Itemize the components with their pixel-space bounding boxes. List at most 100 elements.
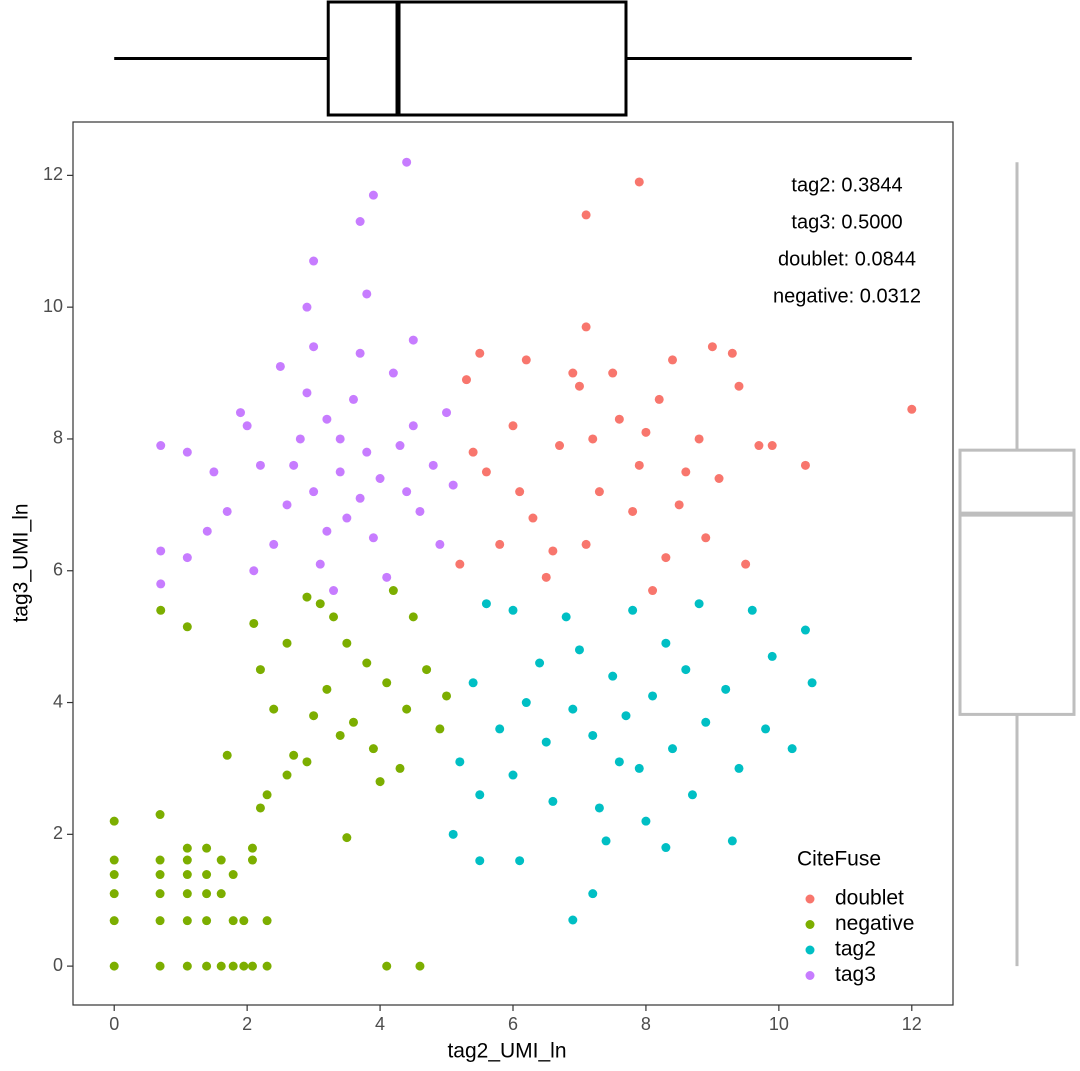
point [727, 836, 737, 846]
point [342, 513, 352, 523]
point [581, 210, 591, 220]
point [182, 961, 192, 971]
point [315, 559, 325, 569]
point [581, 322, 591, 332]
point [309, 256, 319, 266]
point [648, 586, 658, 596]
point [734, 763, 744, 773]
point [402, 704, 412, 714]
point [508, 770, 518, 780]
point [455, 559, 465, 569]
point [681, 467, 691, 477]
point [155, 961, 165, 971]
point [388, 368, 398, 378]
box [958, 448, 1076, 716]
point [282, 770, 292, 780]
point [634, 177, 644, 187]
x-tick-label: 0 [109, 1014, 119, 1034]
point [588, 730, 598, 740]
point [216, 889, 226, 899]
point [641, 816, 651, 826]
point [568, 704, 578, 714]
point [342, 833, 352, 843]
point [109, 961, 119, 971]
point [448, 829, 458, 839]
point [202, 870, 212, 880]
box [326, 0, 628, 117]
point [634, 460, 644, 470]
point [289, 460, 299, 470]
point [109, 816, 119, 826]
point [255, 803, 265, 813]
point [574, 381, 584, 391]
point [202, 916, 212, 926]
point [588, 434, 598, 444]
legend-marker [805, 920, 815, 929]
point [182, 447, 192, 457]
point [362, 658, 372, 668]
point [375, 473, 385, 483]
x-axis-title: tag2_UMI_ln [447, 1040, 566, 1063]
point [641, 427, 651, 437]
point [368, 744, 378, 754]
point [302, 388, 312, 398]
point [335, 434, 345, 444]
point [521, 698, 531, 708]
x-tick-label: 10 [769, 1014, 789, 1034]
point [242, 421, 252, 431]
point [228, 961, 238, 971]
point [628, 506, 638, 516]
point [335, 730, 345, 740]
point [442, 408, 452, 418]
point [800, 460, 810, 470]
point [109, 889, 119, 899]
point [694, 599, 704, 609]
point [228, 870, 238, 880]
point [415, 961, 425, 971]
point [621, 711, 631, 721]
point [402, 157, 412, 167]
point [247, 961, 257, 971]
point [182, 855, 192, 865]
point [661, 843, 671, 853]
point [362, 289, 372, 299]
point [907, 404, 917, 414]
legend-marker [805, 945, 815, 955]
legend-marker [805, 894, 815, 904]
point [508, 605, 518, 615]
point [555, 441, 565, 451]
point [329, 586, 339, 596]
point [275, 361, 285, 371]
point [481, 467, 491, 477]
annotation: tag3: 0.5000 [791, 211, 902, 233]
point [382, 961, 392, 971]
point [628, 605, 638, 615]
point [382, 572, 392, 582]
point [315, 599, 325, 609]
point [348, 394, 358, 404]
point [701, 533, 711, 543]
point [594, 487, 604, 497]
point [508, 421, 518, 431]
point [156, 605, 166, 615]
point [309, 342, 319, 352]
point [262, 961, 272, 971]
point [368, 190, 378, 200]
point [581, 539, 591, 549]
point [422, 665, 432, 675]
point [475, 790, 485, 800]
point [247, 843, 257, 853]
point [375, 777, 385, 787]
point [249, 566, 259, 576]
plot-frame [72, 121, 954, 1006]
point [262, 916, 272, 926]
y-tick-label: 6 [53, 559, 63, 579]
point [109, 870, 119, 880]
point [747, 605, 757, 615]
point [495, 539, 505, 549]
point [741, 559, 751, 569]
point [262, 790, 272, 800]
point [355, 217, 365, 227]
point [448, 480, 458, 490]
point [155, 855, 165, 865]
